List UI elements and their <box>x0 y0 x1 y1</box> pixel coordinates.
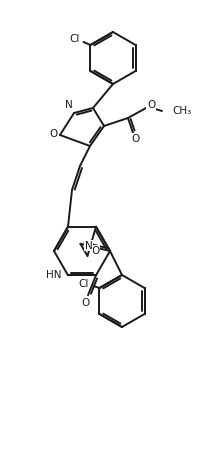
Text: O: O <box>147 100 155 110</box>
Text: HN: HN <box>46 270 62 280</box>
Text: O: O <box>49 129 57 139</box>
Text: CH₃: CH₃ <box>172 106 191 116</box>
Text: O: O <box>82 298 90 308</box>
Text: Cl: Cl <box>78 279 89 289</box>
Text: O: O <box>91 246 100 256</box>
Text: O: O <box>131 134 139 144</box>
Text: Cl: Cl <box>69 34 80 44</box>
Text: N: N <box>65 100 73 110</box>
Text: N: N <box>85 241 92 251</box>
